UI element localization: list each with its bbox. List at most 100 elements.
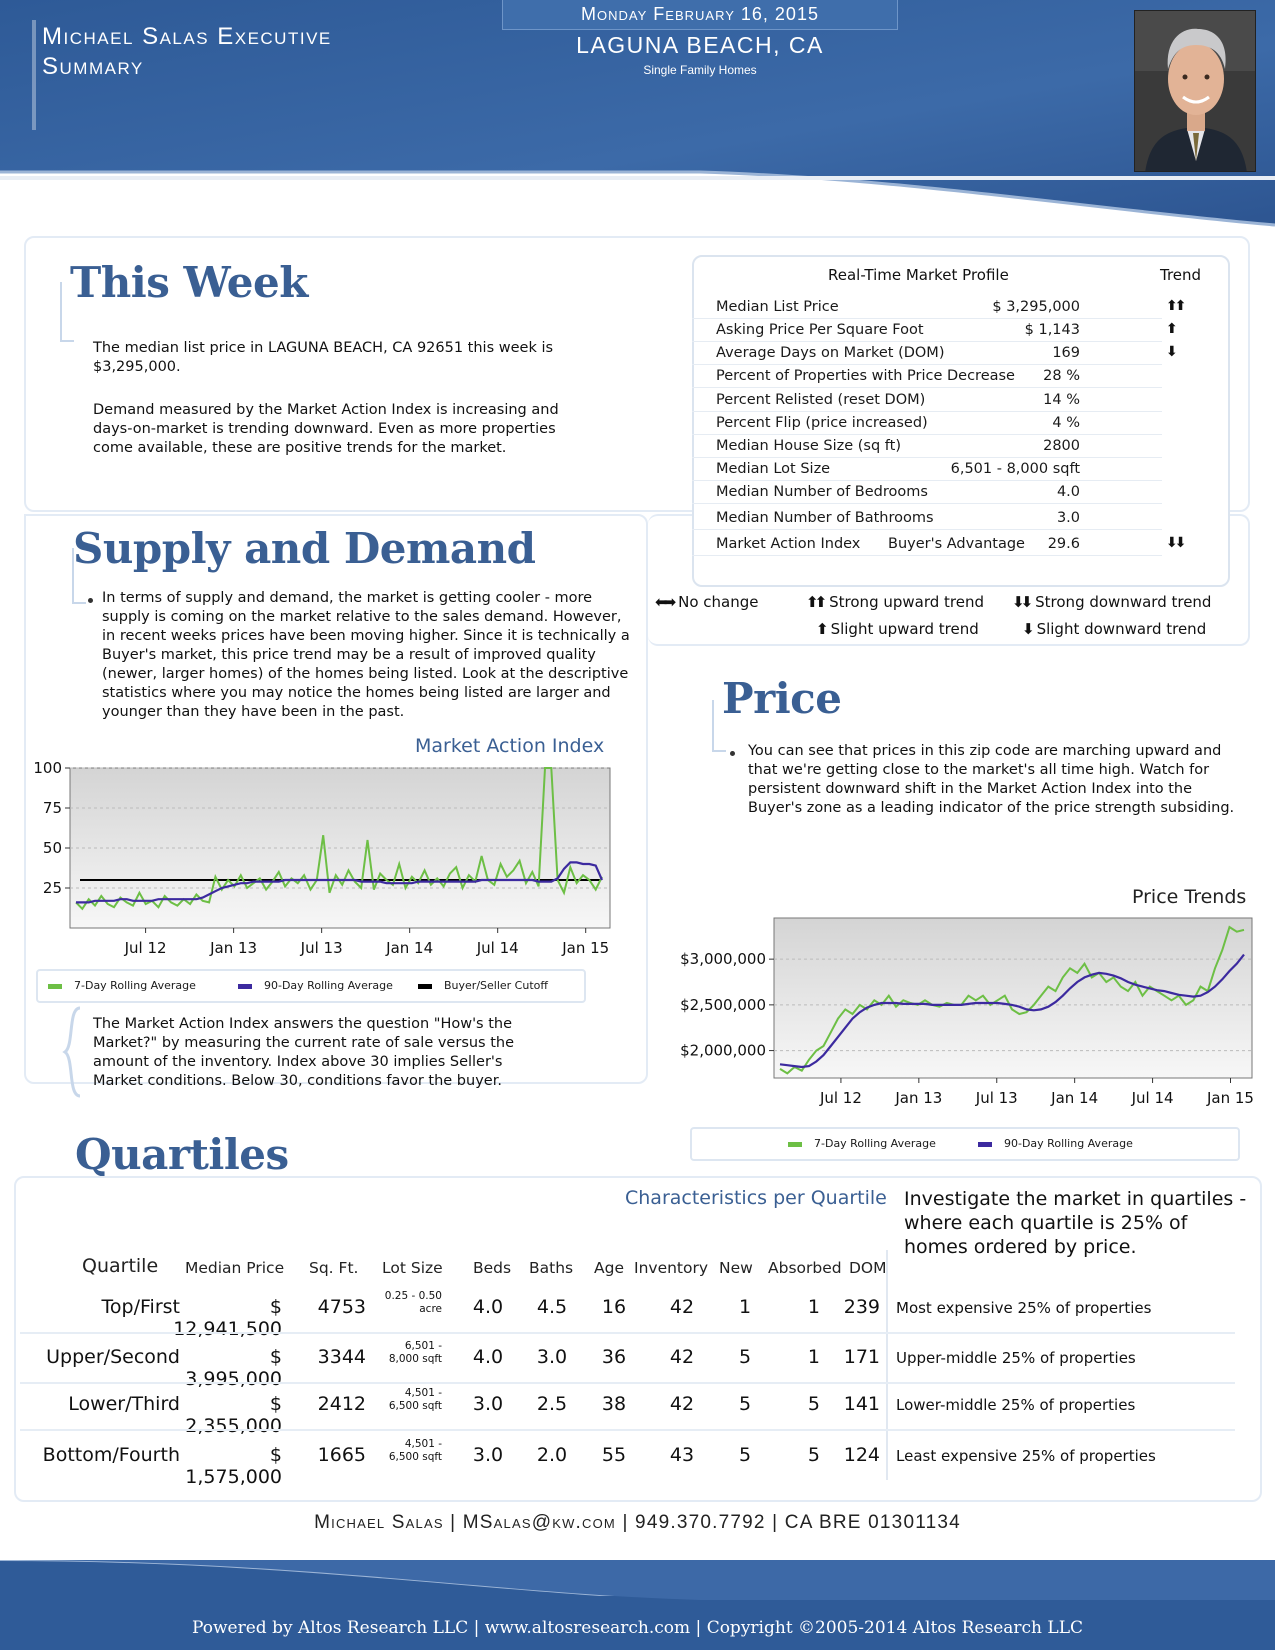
age: 36 <box>601 1346 627 1368</box>
sq-ft: 2412 <box>317 1393 366 1415</box>
median-price: $ 3,995,000 <box>185 1346 282 1390</box>
footer-copyright: Powered by Altos Research LLC | www.alto… <box>192 1618 1083 1638</box>
header-inventory: Inventory <box>634 1259 709 1277</box>
market-profile-row: Median Number of Bathrooms 3.0 <box>692 507 1162 530</box>
price-y-tick-label: $2,500,000 <box>680 996 766 1014</box>
price-series-7day-line <box>779 925 1245 1075</box>
profile-value: 169 <box>1052 345 1080 361</box>
quartile-description: Upper-middle 25% of properties <box>896 1349 1136 1367</box>
profile-label: Market Action Index <box>716 536 861 552</box>
price-plot-area <box>773 917 1253 1079</box>
new-listings: 5 <box>738 1346 752 1368</box>
trend-arrow-icon: ⬇⬇ <box>1166 535 1187 551</box>
legend-slight-down: ⬇ Slight downward trend <box>1022 620 1206 638</box>
profile-value: 14 % <box>1043 392 1080 408</box>
legend-strong-down: ⬇⬇ Strong downward trend <box>1012 593 1211 611</box>
market-profile-box <box>692 255 1230 587</box>
executive-summary-title: Michael Salas Executive Summary <box>42 22 332 82</box>
quartile-name: Upper/Second <box>46 1346 180 1368</box>
lot-size-line-1: 0.25 - 0.50 <box>384 1290 442 1302</box>
sq-ft: 4753 <box>317 1296 366 1318</box>
baths: 4.5 <box>536 1296 568 1318</box>
profile-label: Percent of Properties with Price Decreas… <box>716 368 1015 384</box>
row-separator <box>20 1332 1235 1334</box>
beds: 3.0 <box>472 1444 504 1466</box>
profile-value: 28 % <box>1043 368 1080 384</box>
profile-value: $ 1,143 <box>1024 322 1080 338</box>
profile-value: 6,501 - 8,000 sqft <box>950 461 1080 477</box>
location: LAGUNA BEACH, CA <box>576 32 824 58</box>
legend-slight-down-label: Slight downward trend <box>1036 620 1207 638</box>
quartiles-panel <box>14 1176 1262 1502</box>
note-brace-icon <box>62 1006 81 1098</box>
mai-legend-7day-label: 7-Day Rolling Average <box>74 979 196 992</box>
mai-legend-cutoff-label: Buyer/Seller Cutoff <box>444 979 548 992</box>
this-week-bracket <box>60 282 74 342</box>
this-week-para-2: Demand measured by the Market Action Ind… <box>93 402 559 456</box>
market-profile-row: Median Lot Size 6,501 - 8,000 sqft <box>692 458 1162 481</box>
market-profile-row: Asking Price Per Square Foot $ 1,143 ⬆ <box>692 319 1178 342</box>
quartile-name: Lower/Third <box>68 1393 180 1415</box>
mai-chart-title: Market Action Index <box>415 735 605 757</box>
market-profile-row: Percent of Properties with Price Decreas… <box>692 365 1162 388</box>
new-listings: 1 <box>738 1296 752 1318</box>
mai-y-tick-label: 75 <box>43 799 62 817</box>
baths: 2.0 <box>536 1444 568 1466</box>
header-sqft: Sq. Ft. <box>309 1259 359 1277</box>
header-absorbed: Absorbed <box>768 1259 842 1277</box>
legend-no-change-label: No change <box>678 593 759 611</box>
mai-y-tick-label: 100 <box>33 760 62 777</box>
header-baths: Baths <box>529 1259 574 1277</box>
header: Michael Salas Executive Summary Monday F… <box>0 0 1275 240</box>
mai-x-tick-label: Jul 13 <box>300 939 343 957</box>
row-separator <box>20 1429 1235 1431</box>
quartile-name: Top/First <box>101 1296 180 1318</box>
profile-value: 3.0 <box>1056 510 1080 526</box>
lot-size-line-1: 6,501 - <box>404 1340 442 1352</box>
lot-size-line-2: 6,500 sqft <box>388 1400 442 1412</box>
profile-label: Percent Relisted (reset DOM) <box>716 392 926 408</box>
beds: 4.0 <box>472 1296 504 1318</box>
profile-value: $ 3,295,000 <box>992 299 1080 315</box>
price-x-tick-label: Jul 12 <box>819 1089 862 1107</box>
quartiles-title: Quartiles <box>75 1130 289 1179</box>
absorbed: 5 <box>807 1444 820 1466</box>
absorbed: 1 <box>807 1346 820 1368</box>
inventory: 43 <box>669 1444 695 1466</box>
price-legend-90day-label: 90-Day Rolling Average <box>1004 1137 1133 1150</box>
price-x-tick-label: Jan 13 <box>894 1089 942 1107</box>
price-chart-legend: 7-Day Rolling Average 90-Day Rolling Ave… <box>690 1127 1240 1161</box>
legend-slight-up-label: Slight upward trend <box>830 620 979 638</box>
no-change-icon: ⬅➡ <box>655 593 676 611</box>
quartiles-divider <box>886 1250 888 1480</box>
profile-value: 2800 <box>1043 438 1080 454</box>
lot-size: 4,501 -6,500 sqft <box>374 1387 442 1413</box>
price-title: Price <box>722 674 842 723</box>
price-y-tick-label: $2,000,000 <box>680 1042 766 1060</box>
slight-down-icon: ⬇ <box>1022 620 1034 638</box>
profile-label: Median Number of Bedrooms <box>716 484 928 500</box>
mai-y-tick-label: 50 <box>43 839 62 857</box>
header-price: Median Price <box>185 1259 285 1277</box>
market-profile-row: Median List Price $ 3,295,000 ⬆⬆ <box>692 296 1187 319</box>
age: 38 <box>601 1393 627 1415</box>
price-x-tick-label: Jan 14 <box>1050 1089 1098 1107</box>
this-week-para-1: The median list price in LAGUNA BEACH, C… <box>93 340 554 375</box>
title-line-2: Summary <box>42 53 144 80</box>
quartile-name: Bottom/Fourth <box>42 1444 180 1466</box>
this-week-title: This Week <box>70 258 308 307</box>
mai-y-tick-label: 25 <box>43 879 62 897</box>
supply-demand-title: Supply and Demand <box>73 524 536 573</box>
market-profile-row: Median House Size (sq ft) 2800 <box>692 435 1162 458</box>
footer-background <box>0 1560 1275 1650</box>
title-line-1: Michael Salas Executive <box>42 23 332 50</box>
mai-x-tick-label: Jan 13 <box>209 939 257 957</box>
market-profile-row: Percent Relisted (reset DOM) 14 % <box>692 389 1162 412</box>
median-price: $ 12,941,500 <box>173 1296 282 1340</box>
report-date: Monday February 16, 2015 <box>502 0 898 30</box>
price-legend-7day: 7-Day Rolling Average <box>788 1137 936 1150</box>
sq-ft: 1665 <box>317 1444 366 1466</box>
lot-size-line-1: 4,501 - <box>404 1438 442 1450</box>
price-x-tick-label: Jan 15 <box>1206 1089 1254 1107</box>
profile-label: Median House Size (sq ft) <box>716 438 901 454</box>
